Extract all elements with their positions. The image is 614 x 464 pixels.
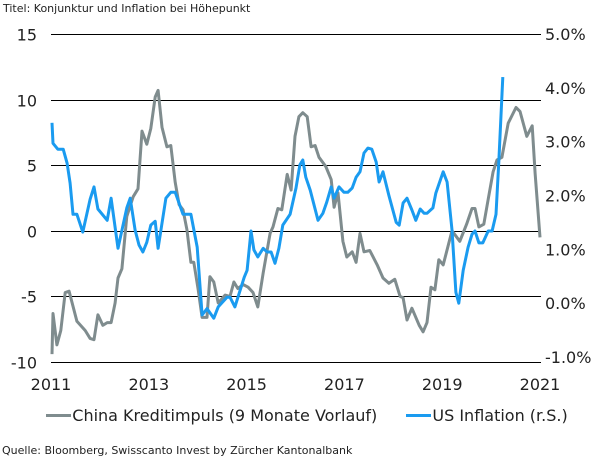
left-axis-ticks: 15 10 5 0 -5 -10 — [11, 26, 37, 373]
series-lines — [50, 77, 542, 355]
x-tick-label: 2011 — [31, 375, 72, 394]
x-tick-label: 2015 — [226, 375, 267, 394]
legend-item-china: China Kreditimpuls (9 Monate Vorlauf) — [46, 406, 377, 425]
right-tick-label: 4.0% — [545, 79, 586, 98]
legend-label-us-inflation: US Inflation (r.S.) — [432, 406, 568, 425]
right-tick-label: 2.0% — [545, 187, 586, 206]
series-line-us-inflation — [50, 77, 505, 320]
right-tick-label: 5.0% — [545, 25, 586, 44]
right-tick-label: -1.0% — [545, 348, 591, 367]
left-tick-label: -10 — [11, 354, 37, 373]
x-tick-label: 2021 — [520, 375, 561, 394]
x-tick-label: 2017 — [324, 375, 365, 394]
right-axis-ticks: 5.0% 4.0% 3.0% 2.0% 1.0% 0.0% -1.0% — [545, 25, 591, 367]
left-tick-label: -5 — [21, 288, 37, 307]
source-note: Quelle: Bloomberg, Swisscanto Invest by … — [2, 444, 353, 457]
legend-swatch-us-inflation — [406, 414, 432, 417]
right-tick-label: 1.0% — [545, 240, 586, 259]
legend-swatch-china — [46, 414, 72, 417]
legend-label-china: China Kreditimpuls (9 Monate Vorlauf) — [72, 406, 378, 425]
x-axis-ticks: 2011 2013 2015 2017 2019 2021 — [31, 375, 561, 394]
legend-item-us-inflation: US Inflation (r.S.) — [406, 406, 568, 425]
legend: China Kreditimpuls (9 Monate Vorlauf) US… — [0, 402, 614, 425]
left-tick-label: 0 — [27, 223, 37, 242]
left-tick-label: 10 — [17, 92, 37, 111]
grid — [51, 34, 541, 363]
left-tick-label: 15 — [17, 26, 37, 45]
x-tick-label: 2019 — [422, 375, 463, 394]
right-tick-label: 3.0% — [545, 133, 586, 152]
chart-title: Titel: Konjunktur und Inflation bei Höhe… — [3, 2, 251, 15]
x-tick-label: 2013 — [128, 375, 169, 394]
left-tick-label: 5 — [27, 157, 37, 176]
right-tick-label: 0.0% — [545, 294, 586, 313]
